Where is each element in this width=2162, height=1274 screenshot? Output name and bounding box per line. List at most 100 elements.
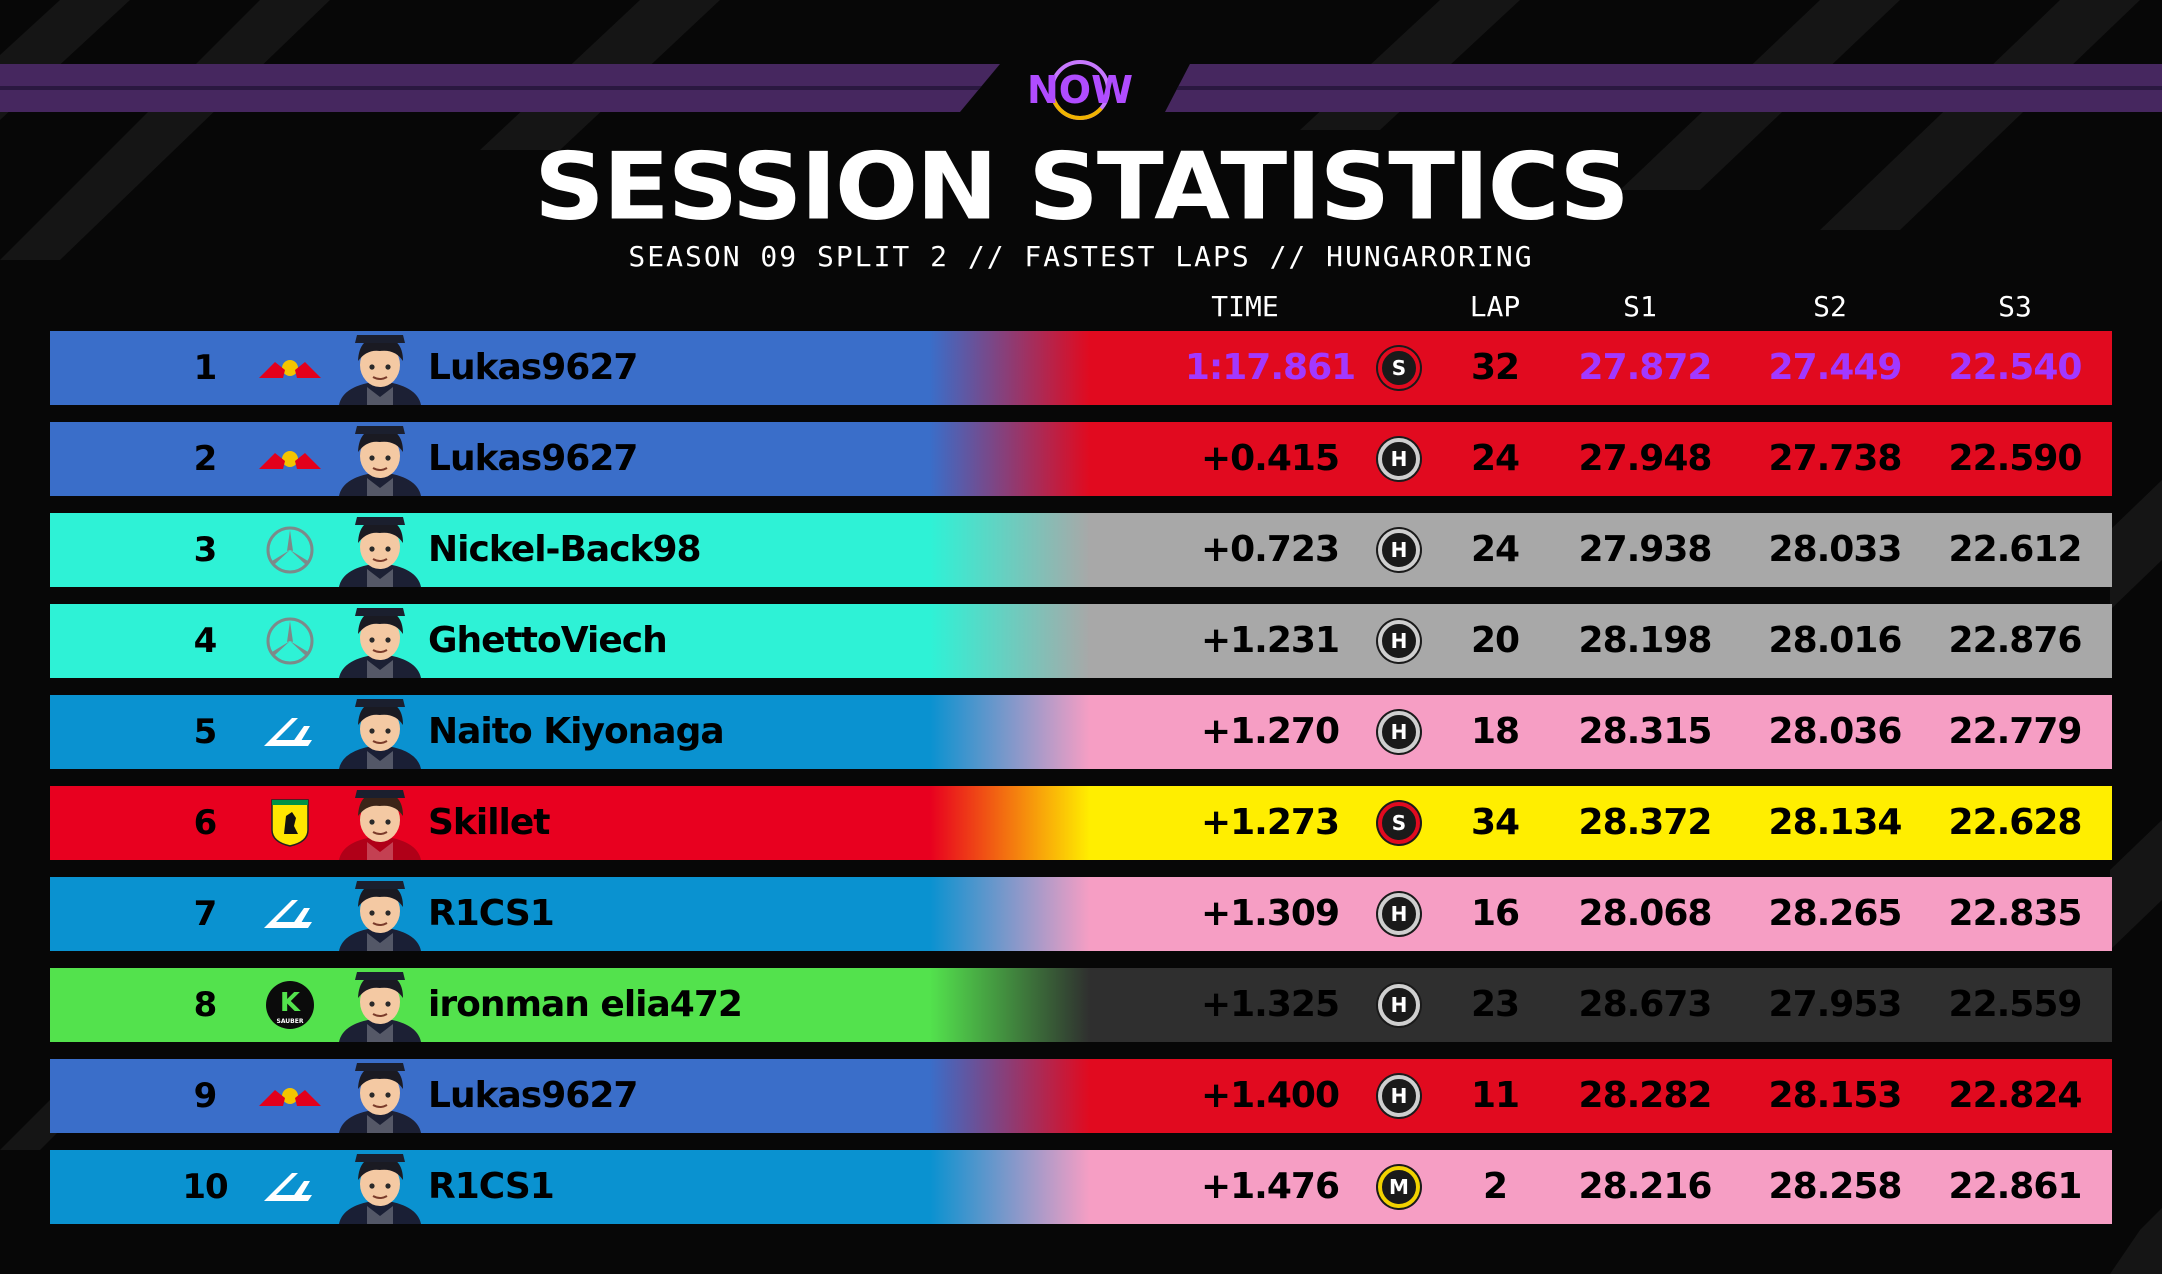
- sector-2-time: 28.153: [1768, 1075, 1903, 1116]
- position: 7: [193, 894, 218, 934]
- redbull-logo: [259, 451, 321, 469]
- svg-text:S: S: [1392, 356, 1406, 380]
- tyre-compound-icon: H: [1376, 527, 1422, 573]
- sector-2-time: 27.738: [1768, 438, 1903, 479]
- tyre-compound: H: [1374, 980, 1424, 1030]
- team-logo: [255, 342, 325, 394]
- team-logo: [255, 888, 325, 940]
- svg-text:H: H: [1391, 1084, 1408, 1108]
- sauber-logo-sub: SAUBER: [277, 1018, 304, 1025]
- driver-avatar-icon: [339, 881, 421, 951]
- sector-3-time: 22.876: [1948, 620, 2083, 661]
- lap-time: +1.231: [1200, 620, 1340, 661]
- column-header-s1: S1: [1623, 290, 1657, 323]
- sector-2-time: 27.449: [1768, 347, 1903, 388]
- tyre-compound-icon: H: [1376, 709, 1422, 755]
- driver-avatar: [325, 1150, 435, 1224]
- team-logo: [255, 433, 325, 485]
- driver-avatar: [325, 1059, 435, 1133]
- header-band-left: [0, 64, 1000, 112]
- driver-avatar: [325, 877, 435, 951]
- lap-time: +1.273: [1200, 802, 1340, 843]
- sector-1-time: 27.938: [1578, 529, 1713, 570]
- svg-text:M: M: [1389, 1175, 1409, 1199]
- svg-text:H: H: [1391, 629, 1408, 653]
- sector-2-time: 28.016: [1768, 620, 1903, 661]
- lap-time: 1:17.861: [1184, 347, 1356, 388]
- tyre-compound-icon: S: [1376, 800, 1422, 846]
- sector-1-time: 28.372: [1578, 802, 1713, 843]
- table-row: 6 Skillet +1.273 S 34 28.372 28.134 22.6…: [50, 786, 2112, 860]
- position: 8: [193, 985, 218, 1025]
- column-header-s3: S3: [1998, 290, 2032, 323]
- page-subtitle: SEASON 09 SPLIT 2 // FASTEST LAPS // HUN…: [628, 240, 1534, 273]
- lap-number: 16: [1470, 893, 1520, 934]
- sector-1-time: 28.198: [1578, 620, 1713, 661]
- tyre-compound-icon: H: [1376, 982, 1422, 1028]
- position: 9: [193, 1076, 218, 1116]
- table-row: 3 Nickel-Back98 +0.723 H 24 27.938 28.03…: [50, 513, 2112, 587]
- lap-number: 24: [1470, 529, 1520, 570]
- tyre-compound: M: [1374, 1162, 1424, 1212]
- lap-time: +1.270: [1200, 711, 1340, 752]
- sector-1-time: 27.872: [1578, 347, 1713, 388]
- column-header-lap: LAP: [1469, 290, 1521, 323]
- position: 4: [193, 621, 218, 661]
- position: 10: [182, 1167, 228, 1207]
- lap-number: 32: [1470, 347, 1520, 388]
- svg-text:H: H: [1391, 538, 1408, 562]
- lap-time: +1.309: [1200, 893, 1340, 934]
- driver-name: Lukas9627: [428, 438, 638, 479]
- column-header-s2: S2: [1813, 290, 1847, 323]
- lap-time: +1.325: [1200, 984, 1340, 1025]
- sector-3-time: 22.612: [1948, 529, 2083, 570]
- lap-number: 18: [1470, 711, 1520, 752]
- sector-3-time: 22.835: [1948, 893, 2083, 934]
- svg-text:S: S: [1392, 811, 1406, 835]
- position: 6: [193, 803, 218, 843]
- tyre-compound: H: [1374, 434, 1424, 484]
- sector-1-time: 28.216: [1578, 1166, 1713, 1207]
- tyre-compound: H: [1374, 889, 1424, 939]
- driver-name: Skillet: [428, 802, 551, 843]
- position: 5: [193, 712, 218, 752]
- tyre-compound-icon: H: [1376, 618, 1422, 664]
- driver-avatar: [325, 604, 435, 678]
- tyre-compound: S: [1374, 798, 1424, 848]
- driver-avatar-icon: [339, 335, 421, 405]
- tyre-compound: H: [1374, 1071, 1424, 1121]
- tyre-compound-icon: M: [1376, 1164, 1422, 1210]
- team-logo: [255, 615, 325, 667]
- driver-avatar-icon: [339, 790, 421, 860]
- tyre-compound-icon: H: [1376, 891, 1422, 937]
- table-row: 1 Lukas9627 1:17.861 S 32 27.872 27.449 …: [50, 331, 2112, 405]
- lap-time: +0.415: [1200, 438, 1340, 479]
- position: 1: [193, 348, 218, 388]
- team-logo: [255, 1161, 325, 1213]
- table-row: 4 GhettoViech +1.231 H 20 28.198 28.016 …: [50, 604, 2112, 678]
- sector-2-time: 28.265: [1768, 893, 1903, 934]
- lap-number: 34: [1470, 802, 1520, 843]
- team-logo: [255, 706, 325, 758]
- driver-avatar-icon: [339, 426, 421, 496]
- svg-text:H: H: [1391, 902, 1408, 926]
- driver-avatar: [325, 331, 435, 405]
- redbull-logo: [259, 1088, 321, 1106]
- driver-avatar: [325, 695, 435, 769]
- driver-avatar-icon: [339, 608, 421, 678]
- driver-name: Nickel-Back98: [428, 529, 702, 570]
- sector-3-time: 22.590: [1948, 438, 2083, 479]
- sector-1-time: 27.948: [1578, 438, 1713, 479]
- driver-avatar: [325, 422, 435, 496]
- tyre-compound: H: [1374, 525, 1424, 575]
- tyre-compound: S: [1374, 343, 1424, 393]
- team-logo: K SAUBER: [255, 979, 325, 1031]
- ferrari-logo: [271, 799, 309, 847]
- tyre-compound: H: [1374, 616, 1424, 666]
- sector-2-time: 27.953: [1768, 984, 1903, 1025]
- driver-avatar: [325, 968, 435, 1042]
- svg-text:H: H: [1391, 720, 1408, 744]
- table-row: 2 Lukas9627 +0.415 H 24 27.948 27.738 22…: [50, 422, 2112, 496]
- alpine-logo: [264, 900, 312, 928]
- position: 3: [193, 530, 218, 570]
